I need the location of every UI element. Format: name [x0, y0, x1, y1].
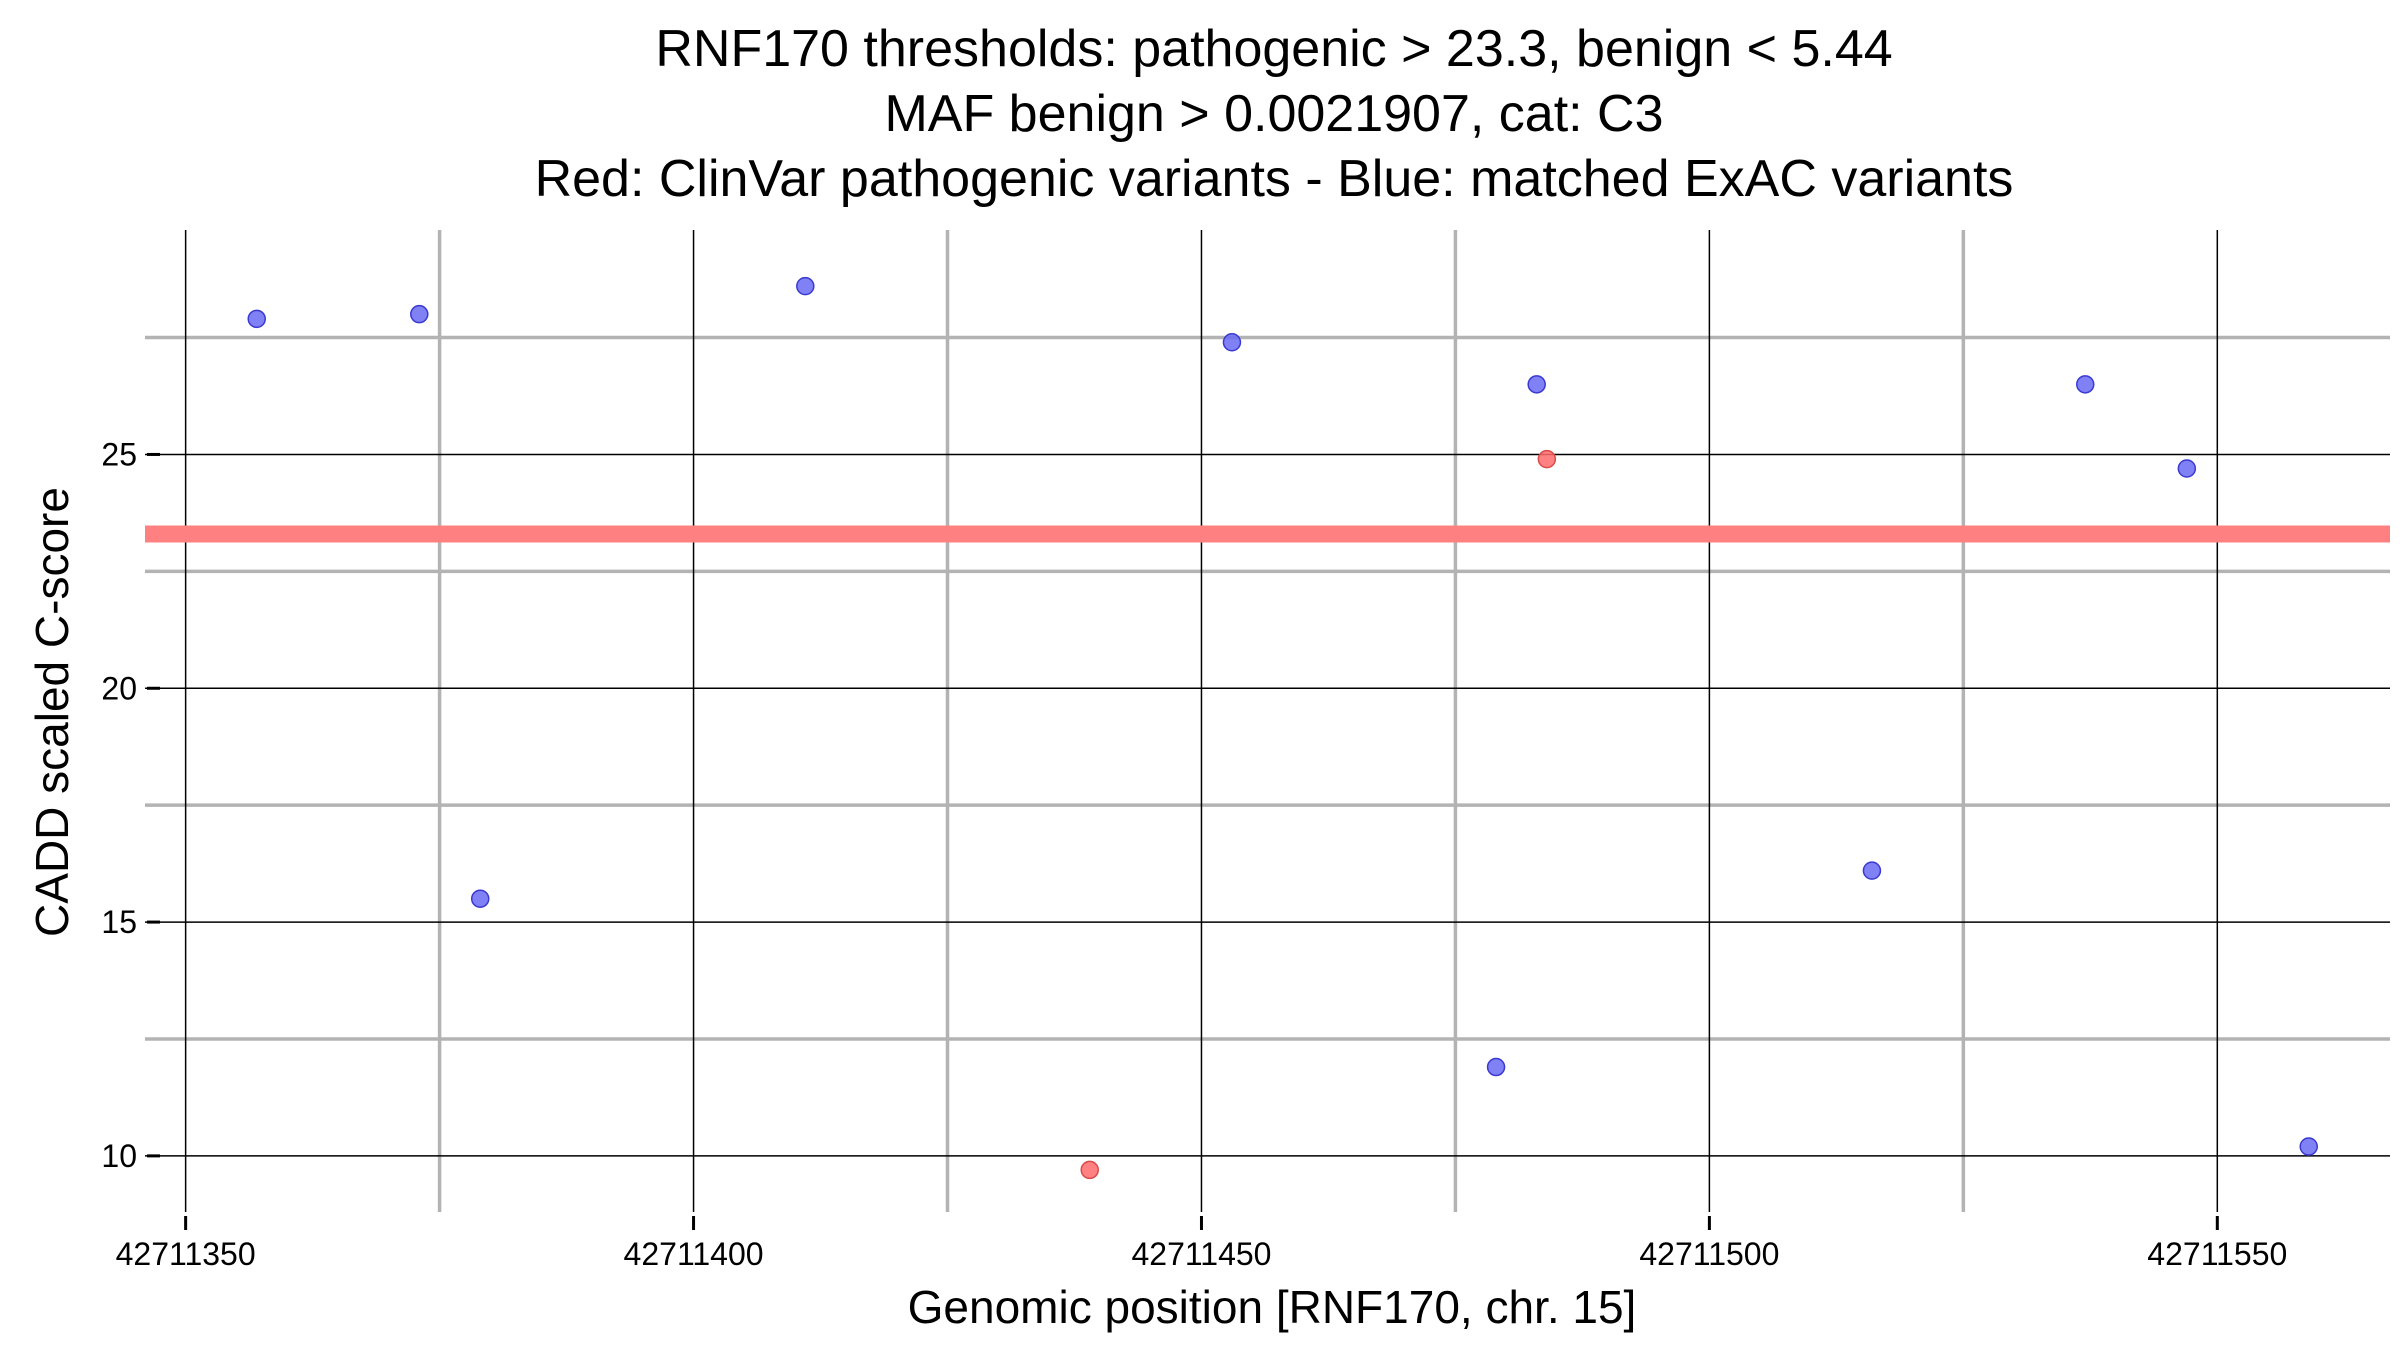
exac-point: [2177, 459, 2197, 478]
y-tick-label: 20: [101, 670, 137, 706]
clinvar-point: [1537, 449, 1557, 469]
exac-point: [470, 889, 490, 908]
y-tick-label: 25: [101, 436, 137, 472]
x-tick-label: 42711550: [2147, 1236, 2287, 1272]
exac-point: [1862, 861, 1882, 880]
y-tick-label: 10: [101, 1138, 137, 1174]
exac-point: [2075, 375, 2095, 394]
title-line-1: RNF170 thresholds: pathogenic > 23.3, be…: [655, 20, 1892, 78]
x-tick-label: 42711450: [1131, 1236, 1271, 1272]
exac-point: [1486, 1057, 1506, 1077]
x-tick-label: 42711400: [624, 1236, 764, 1272]
exac-point: [1527, 375, 1546, 394]
exac-point: [1222, 332, 1242, 352]
clinvar-point: [1080, 1160, 1099, 1180]
minor-gridlines: [145, 230, 2390, 1212]
x-axis-label: Genomic position [RNF170, chr. 15]: [908, 1281, 1637, 1333]
exac-point: [247, 309, 266, 329]
x-tick-label: 42711350: [116, 1236, 256, 1272]
title-line-2: MAF benign > 0.0021907, cat: C3: [884, 85, 1663, 143]
y-axis-ticks: 10 15 20 25: [101, 436, 160, 1174]
exac-point: [2299, 1137, 2318, 1156]
x-axis-ticks: 42711350 42711400 42711450 42711500 42711550: [116, 1216, 2287, 1272]
y-tick-label: 15: [101, 904, 137, 940]
data-points: [247, 276, 2318, 1180]
exac-point: [410, 304, 429, 324]
x-tick-label: 42711500: [1639, 1236, 1779, 1272]
title-line-3: Red: ClinVar pathogenic variants - Blue:…: [535, 150, 2014, 208]
chart-title: RNF170 thresholds: pathogenic > 23.3, be…: [535, 20, 2014, 208]
y-axis-label: CADD scaled C-score: [26, 487, 78, 937]
major-gridlines: [145, 230, 2390, 1212]
exac-point: [796, 276, 815, 296]
